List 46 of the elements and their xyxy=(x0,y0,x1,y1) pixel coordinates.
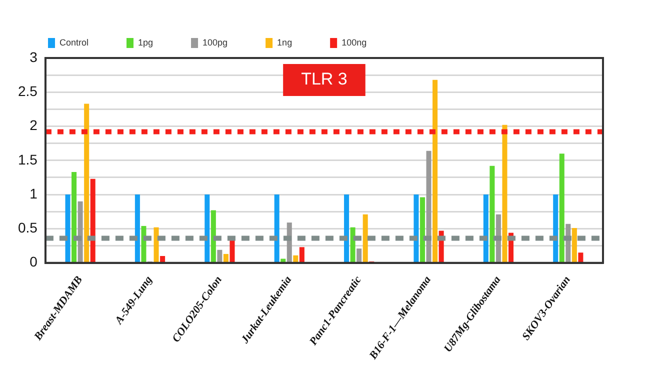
bar xyxy=(502,124,508,262)
y-tick-label: 2.5 xyxy=(18,83,38,99)
bar xyxy=(414,194,419,262)
bar xyxy=(78,201,83,262)
bar xyxy=(426,150,432,262)
bar xyxy=(356,248,362,262)
bar xyxy=(90,178,96,262)
y-tick-label: 0 xyxy=(30,254,38,270)
bar xyxy=(280,258,286,262)
bar xyxy=(134,194,140,262)
bar xyxy=(230,240,235,262)
legend-label: 1ng xyxy=(277,37,292,48)
bar xyxy=(362,214,368,262)
bar xyxy=(432,80,438,262)
bar xyxy=(299,247,304,262)
annotation: TLR 3 xyxy=(301,70,348,89)
y-tick-label: 3 xyxy=(30,48,38,65)
legend-label: 100pg xyxy=(202,37,228,48)
y-tick-label: 2 xyxy=(30,117,38,134)
bar xyxy=(210,210,216,262)
y-tick-label: 1.5 xyxy=(18,151,38,168)
bar xyxy=(84,104,90,262)
bar xyxy=(72,172,77,262)
bar xyxy=(578,252,584,262)
bar xyxy=(293,255,298,262)
bar xyxy=(217,250,222,262)
bar xyxy=(204,194,210,262)
y-tick-label: 0.5 xyxy=(18,220,38,236)
bar xyxy=(420,197,426,262)
bar xyxy=(350,227,356,262)
bar xyxy=(559,154,564,262)
bar xyxy=(490,166,495,262)
bar xyxy=(65,194,70,262)
bar xyxy=(223,254,228,262)
bar xyxy=(572,228,577,262)
legend-label: 1pg xyxy=(138,37,154,48)
bar xyxy=(160,256,166,262)
bar xyxy=(141,226,146,262)
bar xyxy=(154,227,159,262)
legend-label: 100ng xyxy=(342,37,367,48)
bar xyxy=(274,194,280,262)
bar xyxy=(553,194,558,262)
legend-label: Control xyxy=(60,37,89,48)
bar xyxy=(483,194,488,262)
bar xyxy=(344,194,350,262)
y-tick-label: 1 xyxy=(30,185,38,202)
